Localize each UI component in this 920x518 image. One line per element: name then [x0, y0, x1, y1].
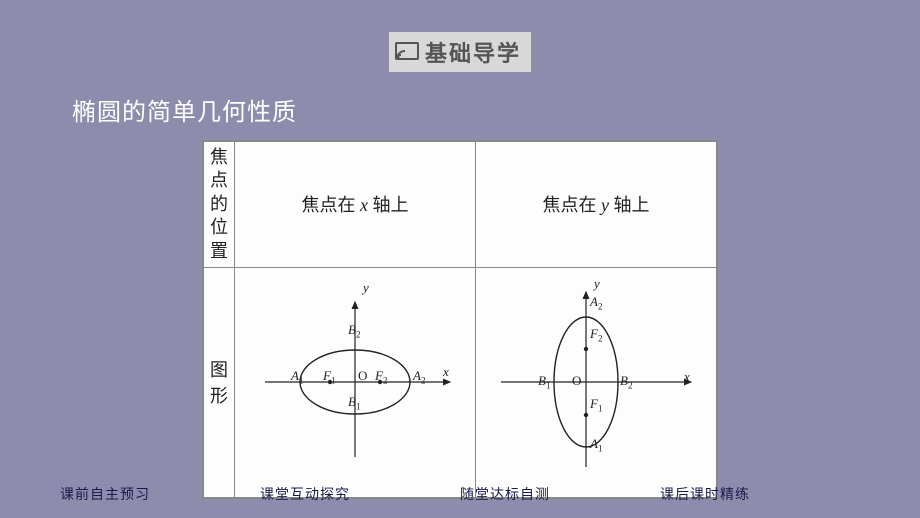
ellipse-x-diagram	[235, 282, 475, 482]
focus-f2: F2	[590, 326, 602, 344]
figure-y-axis: x y O A1 A2 B1 B2 F1 F2	[476, 267, 717, 497]
axis-label-x: x	[443, 364, 449, 380]
focus-f1: F1	[590, 396, 602, 414]
row-label-figure: 图形	[204, 267, 235, 497]
axis-label-y: y	[594, 276, 600, 292]
vertex-a1: A1	[590, 436, 602, 454]
header-label: 基础导学	[425, 36, 521, 68]
header-badge: 基础导学	[389, 32, 531, 72]
vertex-b2: B2	[620, 373, 632, 391]
cast-icon	[395, 42, 419, 62]
vertex-b2: B2	[348, 322, 360, 340]
origin-label: O	[572, 373, 581, 389]
properties-table: 焦点的 位置 焦点在 x 轴上 焦点在 y 轴上 图形	[202, 140, 718, 499]
footer-nav: 课前自主预习 课堂互动探究 随堂达标自测 课后课时精练	[0, 484, 920, 504]
footer-link-preview[interactable]: 课前自主预习	[60, 484, 150, 504]
footer-link-explore[interactable]: 课堂互动探究	[260, 484, 350, 504]
focus-f2: F2	[375, 368, 387, 386]
vertex-a2: A2	[413, 368, 425, 386]
origin-label: O	[358, 368, 367, 384]
focus-f1: F1	[323, 368, 335, 386]
vertex-b1: B1	[348, 394, 360, 412]
axis-label-x: x	[684, 369, 690, 385]
page-title: 椭圆的简单几何性质	[72, 92, 297, 127]
vertex-a1: A1	[291, 368, 303, 386]
col-header-y: 焦点在 y 轴上	[476, 142, 717, 268]
vertex-a2: A2	[590, 294, 602, 312]
footer-link-practice[interactable]: 课后课时精练	[660, 484, 750, 504]
vertex-b1: B1	[538, 373, 550, 391]
footer-link-quiz[interactable]: 随堂达标自测	[460, 484, 550, 504]
axis-label-y: y	[363, 280, 369, 296]
figure-x-axis: x y O A1 A2 B1 B2 F1 F2	[235, 267, 476, 497]
col-header-x: 焦点在 x 轴上	[235, 142, 476, 268]
row-label-focus: 焦点的 位置	[204, 142, 235, 268]
